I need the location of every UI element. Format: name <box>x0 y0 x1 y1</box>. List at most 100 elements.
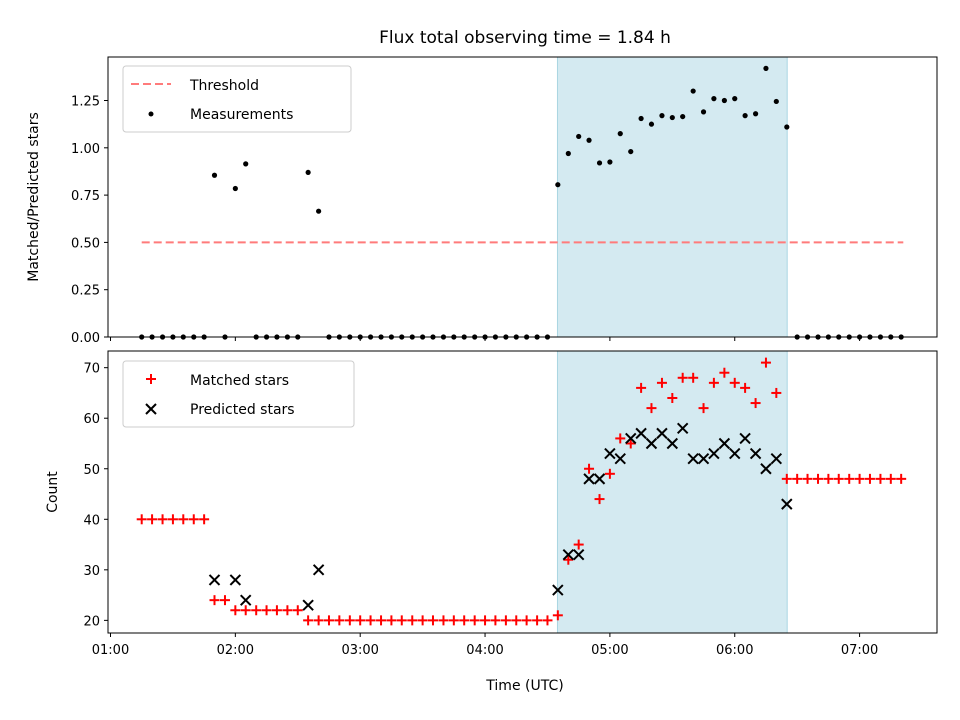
top-legend: Threshold Measurements <box>122 65 352 133</box>
predicted-star-marker <box>760 463 772 475</box>
matched-star-marker <box>833 473 844 484</box>
measurement-point <box>628 148 634 155</box>
matched-star-marker <box>271 605 282 616</box>
matched-star-marker <box>417 615 428 626</box>
measurement-point <box>773 98 779 105</box>
matched-star-marker <box>552 610 563 621</box>
legend-measurements-swatch <box>148 111 154 117</box>
matched-star-marker <box>781 473 792 484</box>
measurement-point <box>700 109 707 115</box>
legend-matched-label: Matched stars <box>190 373 289 389</box>
matched-star-marker <box>490 615 501 626</box>
y-tick-label: 1.25 <box>71 95 100 110</box>
matched-star-marker <box>656 377 667 388</box>
predicted-star-marker <box>687 452 699 465</box>
observing-window-span <box>556 56 788 338</box>
top-panel-ylabel: Matched/Predicted stars <box>26 112 42 282</box>
matched-star-marker <box>698 403 709 414</box>
measurement-point <box>680 113 686 120</box>
predicted-star-marker <box>749 447 762 460</box>
legend-threshold-label: Threshold <box>189 78 259 94</box>
measurement-point <box>565 150 571 157</box>
matched-star-marker <box>251 605 262 616</box>
matched-star-marker <box>386 615 397 626</box>
y-tick-label: 40 <box>83 513 100 528</box>
matched-star-marker <box>813 473 824 484</box>
measurement-point <box>243 161 249 167</box>
bottom-legend: Matched stars Predicted stars <box>122 360 355 428</box>
matched-star-marker <box>677 372 688 383</box>
top-legend-box <box>122 65 352 133</box>
x-axis-label: Time (UTC) <box>485 678 563 694</box>
predicted-star-marker <box>656 427 668 440</box>
x-tick-label: 01:00 <box>92 643 129 658</box>
predicted-star-marker <box>666 437 679 450</box>
predicted-star-marker <box>562 548 575 561</box>
legend-predicted-label: Predicted stars <box>190 402 295 418</box>
matched-star-marker <box>313 615 324 626</box>
matched-star-marker <box>542 615 553 626</box>
x-tick-label: 06:00 <box>716 643 753 658</box>
predicted-star-marker <box>312 564 325 576</box>
measurement-point <box>690 88 696 94</box>
y-tick-label: 50 <box>83 463 100 478</box>
measurement-point <box>721 97 727 104</box>
predicted-star-marker <box>708 447 720 460</box>
predicted-star-marker <box>229 574 242 586</box>
predicted-star-marker <box>635 427 647 440</box>
legend-predicted-swatch <box>145 403 157 415</box>
x-tick-label: 04:00 <box>466 643 503 658</box>
legend-matched-swatch <box>146 374 156 384</box>
predicted-star-marker <box>593 473 606 485</box>
bottom-panel: 20 30 40 50 60 70 01:00 02:00 03:00 04:00 05:00 06… <box>45 350 938 694</box>
predicted-star-marker <box>645 437 658 450</box>
matched-star-marker <box>240 605 251 616</box>
y-tick-label: 30 <box>83 564 100 579</box>
matched-star-marker <box>854 473 865 484</box>
matched-star-marker <box>147 514 158 525</box>
measurement-point <box>732 96 738 102</box>
matched-star-marker <box>261 605 272 616</box>
matched-star-marker <box>303 615 314 626</box>
matched-star-marker <box>427 615 438 626</box>
matched-star-marker <box>875 473 886 484</box>
matched-star-marker <box>896 473 907 484</box>
matched-star-marker <box>771 387 782 398</box>
predicted-star-marker <box>302 599 314 611</box>
matched-star-marker <box>407 615 418 626</box>
measurement-point <box>659 113 665 119</box>
matched-star-marker <box>563 554 574 565</box>
matched-star-marker <box>469 615 480 626</box>
matched-star-marker <box>521 615 532 626</box>
y-tick-label: 60 <box>83 412 100 427</box>
measurement-point <box>586 137 592 143</box>
y-tick-label: 1.00 <box>71 142 100 157</box>
matched-star-marker <box>646 403 657 414</box>
measurement-point <box>669 114 675 121</box>
matched-star-marker <box>376 615 387 626</box>
matched-star-marker <box>802 473 813 484</box>
matched-star-marker <box>667 393 678 403</box>
measurement-point <box>576 133 582 140</box>
matched-star-marker <box>719 367 730 378</box>
measurement-point <box>211 172 218 178</box>
matched-star-marker <box>396 615 407 626</box>
matched-star-marker <box>729 377 740 388</box>
measurement-point <box>638 115 644 122</box>
measurement-point <box>784 124 790 130</box>
top-panel-frame <box>107 56 938 338</box>
matched-star-marker <box>511 615 522 626</box>
predicted-star-marker <box>676 422 689 435</box>
matched-star-marker <box>334 615 345 626</box>
predicted-star-marker <box>614 452 626 465</box>
predicted-star-marker <box>583 473 595 485</box>
matched-star-marker <box>573 539 584 550</box>
matched-star-marker <box>740 382 751 393</box>
matched-star-marker <box>459 615 470 626</box>
x-tick-label: 07:00 <box>841 643 878 658</box>
predicted-star-marker <box>240 594 252 606</box>
predicted-star-marker <box>781 498 793 510</box>
matched-star-marker <box>292 605 303 616</box>
matched-star-marker <box>636 382 647 393</box>
